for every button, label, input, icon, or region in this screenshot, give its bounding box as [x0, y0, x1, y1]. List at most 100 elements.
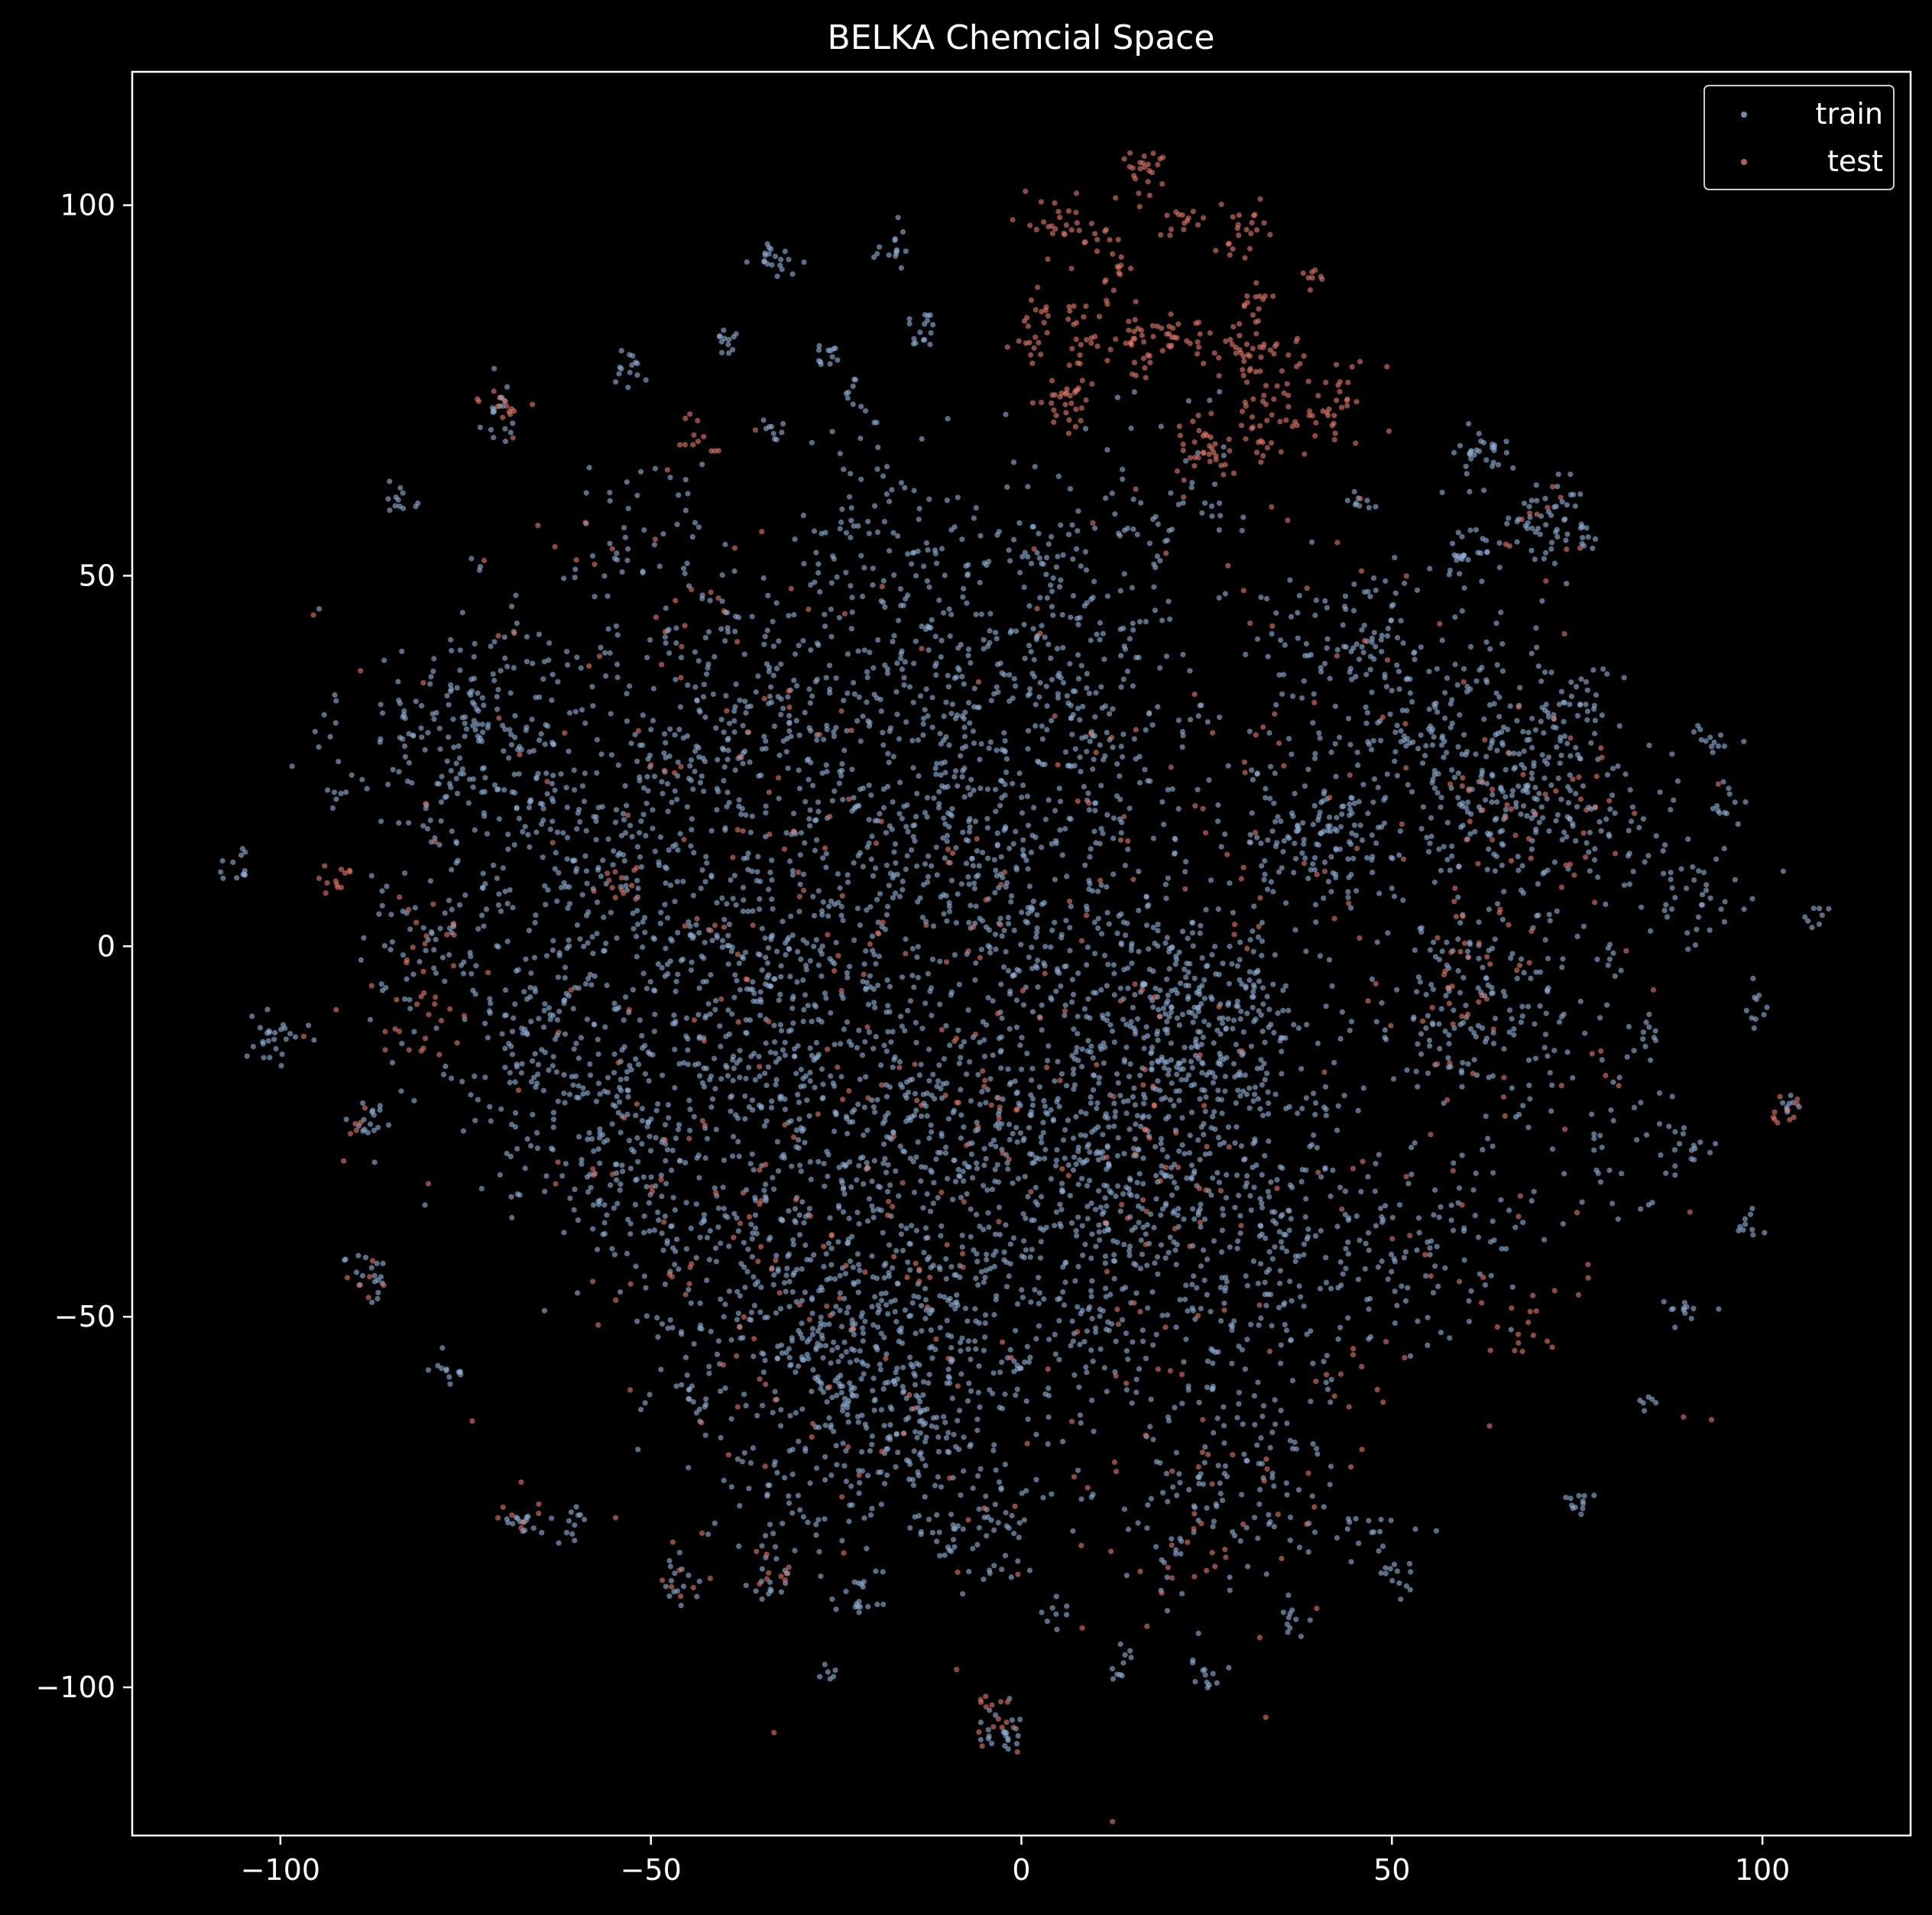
scatter-point-train [1444, 675, 1451, 682]
scatter-point-train [1499, 729, 1505, 735]
scatter-point-train [833, 675, 839, 681]
scatter-point-train [456, 755, 463, 761]
scatter-point-train [882, 604, 888, 611]
scatter-point-train [929, 695, 935, 701]
scatter-point-train [809, 783, 816, 789]
scatter-point-train [735, 1228, 741, 1234]
scatter-point-train [726, 799, 732, 805]
scatter-point-train [1391, 1256, 1397, 1262]
scatter-point-train [1117, 1093, 1123, 1099]
scatter-point-train [903, 1095, 909, 1101]
scatter-point-train [763, 1118, 770, 1124]
scatter-point-train [1123, 1387, 1130, 1393]
scatter-point-train [1237, 1016, 1243, 1022]
scatter-point-train [572, 575, 578, 581]
scatter-point-train [814, 737, 820, 744]
scatter-point-train [1455, 967, 1461, 974]
scatter-point-train [1492, 936, 1498, 942]
scatter-point-train [1353, 1213, 1360, 1219]
scatter-point-train [1347, 741, 1353, 748]
scatter-point-train [822, 990, 828, 996]
scatter-point-train [959, 1233, 965, 1239]
scatter-point-train [990, 1052, 996, 1058]
scatter-point-train [916, 1294, 922, 1300]
scatter-point-train [1166, 945, 1172, 951]
scatter-point-train [642, 929, 648, 935]
scatter-point-train [1180, 733, 1186, 739]
scatter-point-train [915, 737, 921, 744]
scatter-point-train [1301, 1252, 1307, 1258]
scatter-point-train [1373, 1223, 1379, 1229]
scatter-point-train [896, 617, 902, 624]
scatter-point-train [1310, 720, 1316, 726]
scatter-point-train [618, 1077, 624, 1083]
scatter-point-train [1310, 1360, 1316, 1366]
scatter-point-train [1457, 711, 1463, 718]
scatter-point-train [822, 1477, 828, 1483]
scatter-point-train [920, 1392, 926, 1398]
scatter-point-train [999, 933, 1005, 939]
scatter-point-train [1467, 452, 1473, 458]
scatter-point-train [1415, 1215, 1422, 1221]
scatter-point-train [1094, 1105, 1100, 1111]
scatter-point-train [943, 1144, 949, 1151]
scatter-point-train [428, 674, 434, 680]
scatter-point-train [1136, 779, 1143, 786]
scatter-point-train [981, 1279, 987, 1285]
scatter-point-train [941, 1414, 947, 1420]
scatter-point-train [1075, 1031, 1081, 1037]
scatter-point-train [615, 762, 621, 768]
scatter-point-train [762, 1194, 769, 1200]
scatter-point-train [955, 665, 961, 671]
scatter-point-train [1455, 936, 1461, 942]
scatter-point-train [782, 1052, 788, 1058]
scatter-point-train [1057, 799, 1064, 805]
scatter-point-train [1027, 1254, 1033, 1260]
scatter-point-train [1385, 625, 1392, 632]
scatter-point-train [575, 1055, 582, 1061]
scatter-point-train [1600, 666, 1606, 672]
scatter-point-train [1199, 1059, 1205, 1066]
scatter-point-train [854, 1177, 860, 1183]
scatter-point-train [1642, 859, 1648, 865]
scatter-point-train [527, 797, 534, 803]
scatter-point-train [778, 1407, 784, 1413]
scatter-point-train [802, 1445, 809, 1452]
scatter-point-train [1141, 1045, 1147, 1051]
scatter-point-train [1514, 539, 1520, 545]
scatter-point-train [878, 708, 884, 714]
scatter-point-train [677, 704, 684, 710]
scatter-point-train [1264, 595, 1270, 602]
scatter-point-train [1275, 814, 1281, 820]
scatter-point-train [1049, 927, 1055, 934]
scatter-point-train [929, 724, 935, 731]
scatter-point-train [634, 844, 640, 850]
scatter-point-train [618, 833, 625, 839]
scatter-point-train [1446, 572, 1452, 578]
scatter-point-train [1212, 1074, 1218, 1081]
scatter-point-train [614, 632, 621, 638]
scatter-point-train [1622, 882, 1628, 888]
scatter-point-train [579, 1161, 585, 1167]
scatter-point-train [1097, 742, 1103, 748]
scatter-point-train [1528, 846, 1535, 852]
scatter-point-train [532, 989, 539, 995]
scatter-point-train [1467, 941, 1473, 948]
scatter-point-train [1445, 1055, 1451, 1061]
scatter-point-train [1001, 1249, 1007, 1256]
scatter-point-train [789, 1163, 795, 1169]
scatter-point-train [669, 1167, 675, 1173]
scatter-point-train [522, 824, 528, 830]
scatter-point-train [1280, 987, 1286, 993]
scatter-point-train [1604, 1002, 1610, 1008]
scatter-point-train [1272, 1091, 1279, 1097]
scatter-point-train [835, 1344, 841, 1350]
scatter-point-train [735, 614, 742, 621]
scatter-point-train [652, 1011, 658, 1018]
scatter-point-train [1168, 1057, 1175, 1063]
scatter-point-train [1104, 909, 1110, 915]
scatter-point-train [1092, 808, 1098, 814]
scatter-point-train [812, 1084, 818, 1090]
scatter-point-train [843, 1589, 849, 1595]
scatter-point-train [1508, 955, 1514, 961]
